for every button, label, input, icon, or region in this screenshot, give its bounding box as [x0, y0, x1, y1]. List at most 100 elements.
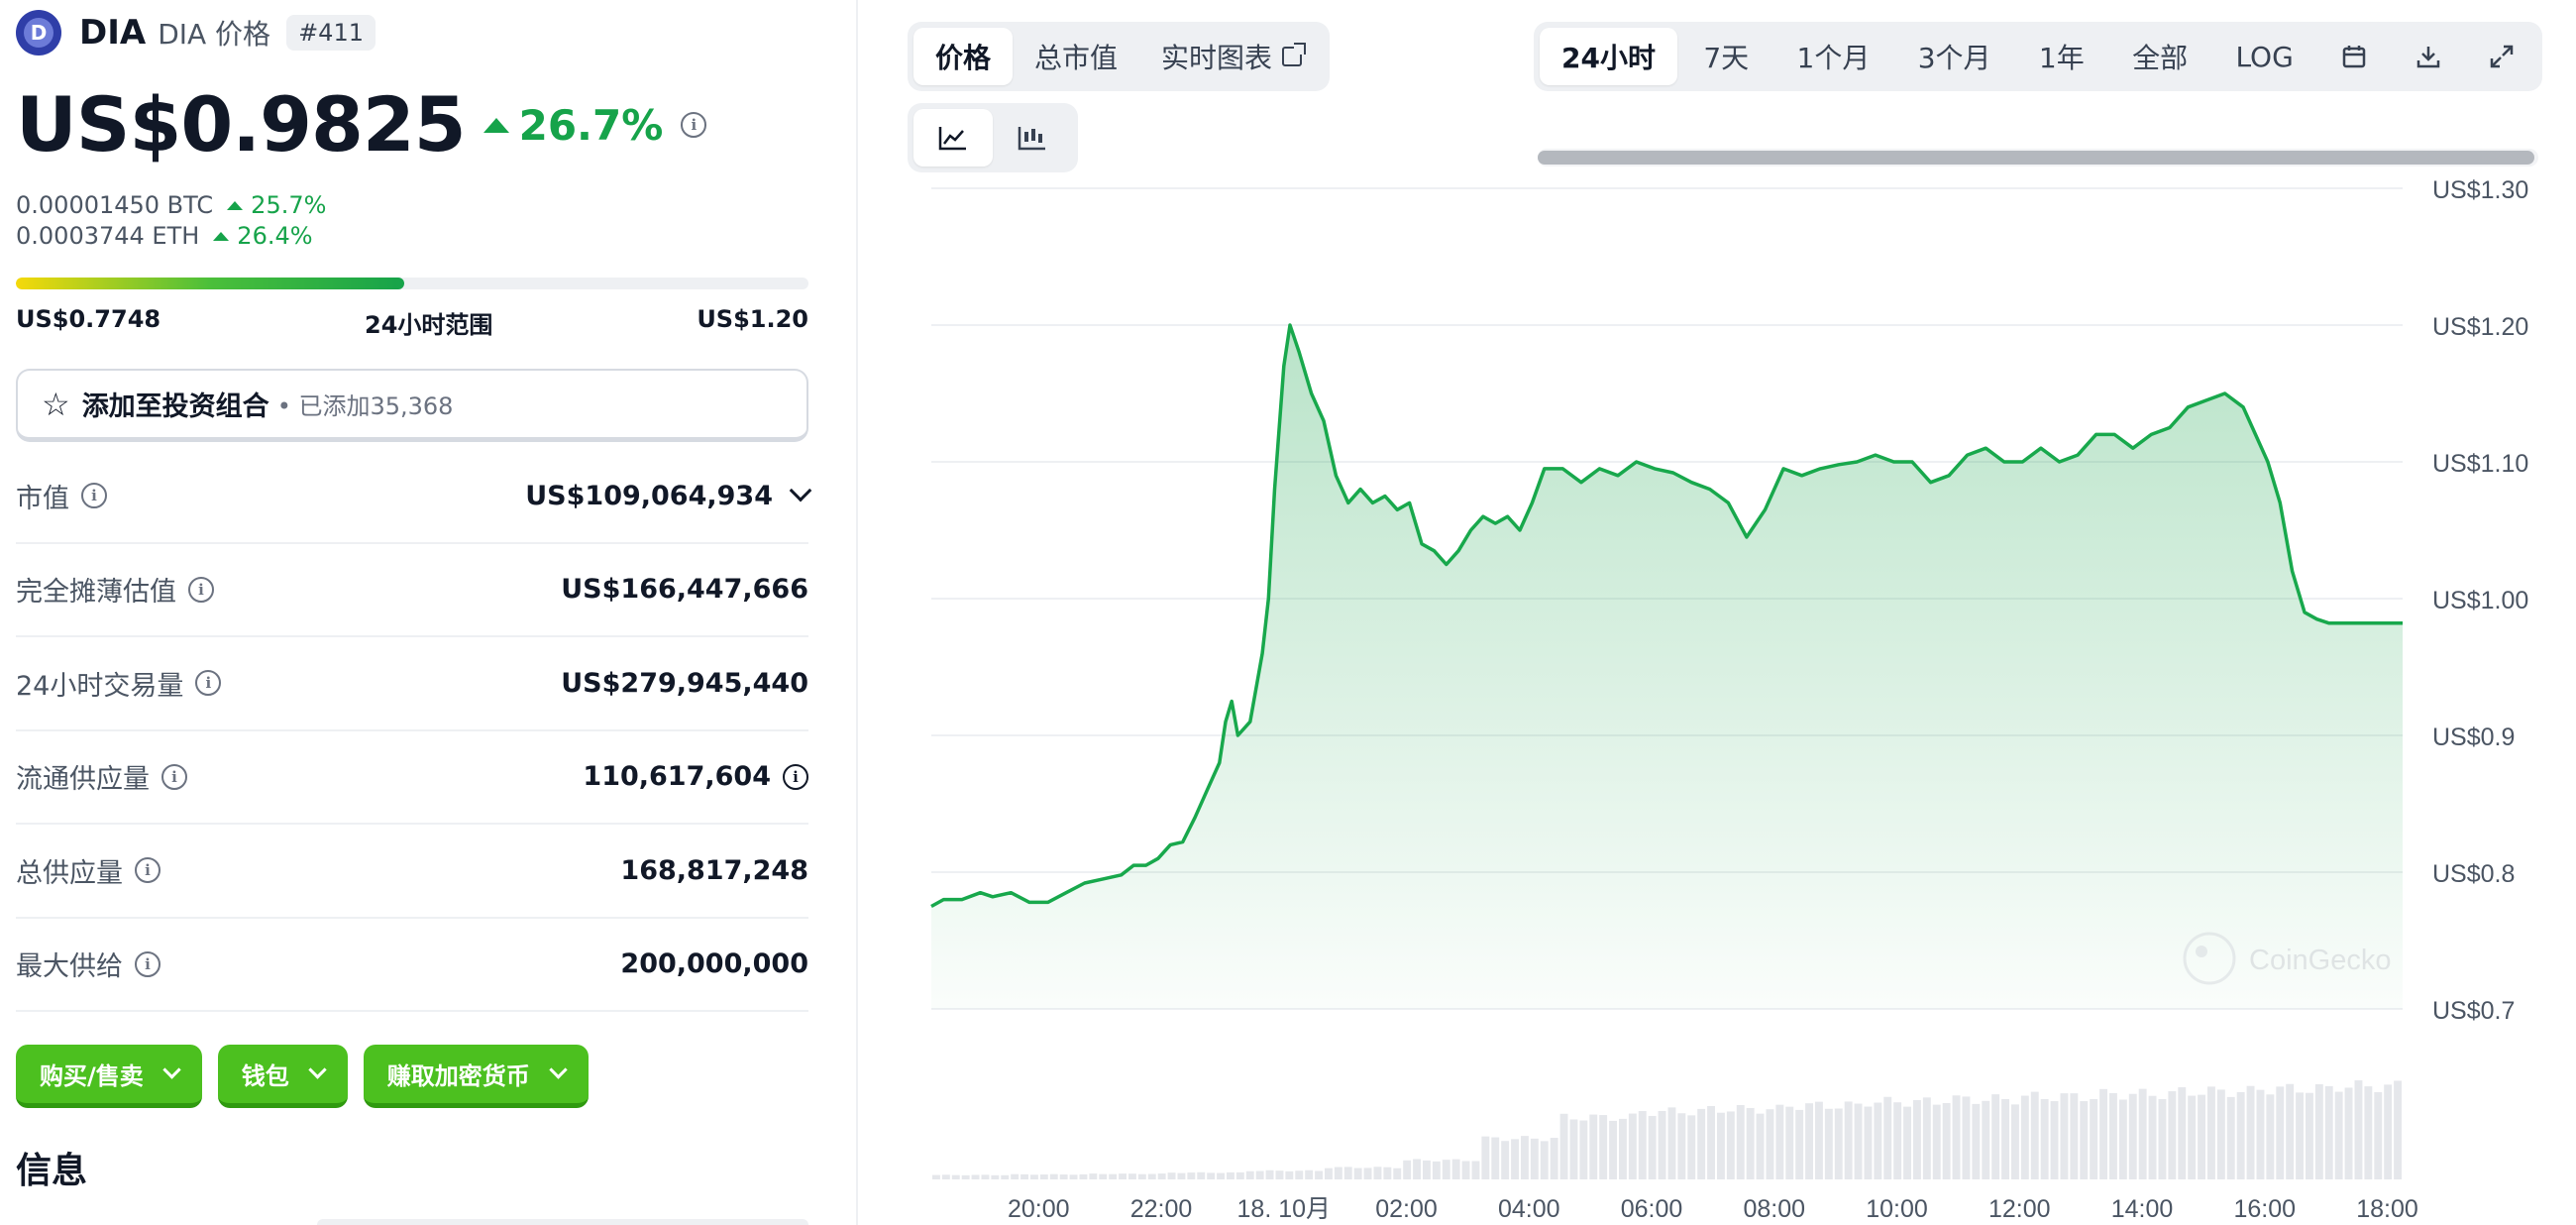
volume-bar: [1413, 1159, 1421, 1179]
log-toggle[interactable]: LOG: [2235, 40, 2294, 73]
wallet-label: 钱包: [241, 1062, 289, 1090]
volume-bar: [1766, 1109, 1774, 1179]
x-tick-label: 06:00: [1621, 1195, 1683, 1223]
info-icon[interactable]: i: [195, 670, 222, 697]
volume-bar: [1982, 1100, 1990, 1179]
info-icon[interactable]: i: [161, 763, 187, 790]
volume-bar: [1874, 1102, 1882, 1179]
stat-label: 完全摊薄估值: [16, 577, 176, 609]
volume-bar: [1667, 1107, 1676, 1179]
volume-bar: [1511, 1139, 1519, 1179]
volume-bar: [1972, 1103, 1981, 1179]
range-all[interactable]: 全部: [2132, 42, 2189, 74]
info-icon[interactable]: i: [135, 950, 161, 977]
info-icon[interactable]: i: [681, 112, 707, 138]
volume-bars: [932, 1080, 2402, 1179]
y-axis-labels: US$1.30 US$1.20 US$1.10 US$1.00 US$0.9 US$0.8…: [2432, 176, 2528, 1025]
volume-bar: [2178, 1087, 2187, 1179]
buy-sell-button[interactable]: 购买/售卖: [16, 1045, 202, 1108]
dia-logo: D: [16, 10, 61, 56]
eth-conversion: 0.0003744 ETH 26.4%: [16, 222, 313, 250]
x-tick-label: 18:00: [2356, 1195, 2418, 1223]
volume-bar: [2216, 1089, 2225, 1179]
line-chart-icon: [938, 127, 966, 151]
add-to-portfolio-button[interactable]: ☆ 添加至投资组合 • 已添加35,368: [16, 369, 808, 442]
price-chart[interactable]: US$1.30 US$1.20 US$1.10 US$1.00 US$0.9 US$0.8…: [912, 168, 2576, 1225]
stat-value: 110,617,604: [583, 761, 771, 793]
volume-bar: [1147, 1173, 1156, 1179]
volume-bar: [1932, 1104, 1941, 1179]
volume-bar: [2226, 1096, 2235, 1179]
range-3m[interactable]: 3个月: [1917, 42, 1991, 74]
volume-bar: [1255, 1170, 1264, 1179]
caret-up-icon: [483, 117, 509, 133]
stat-fdv: 完全摊薄估值 i US$166,447,666: [16, 544, 808, 637]
volume-bar: [971, 1174, 980, 1179]
volume-bar: [1393, 1168, 1402, 1179]
earn-crypto-button[interactable]: 赚取加密货币: [363, 1045, 589, 1108]
coin-header: D DIA DIA 价格 #411: [16, 10, 376, 56]
coin-name: DIA 价格: [158, 18, 271, 51]
fullscreen-button[interactable]: [2467, 28, 2536, 85]
calendar-button[interactable]: [2319, 28, 2389, 85]
range-high: US$1.20: [697, 305, 808, 333]
chevron-down-icon[interactable]: [789, 479, 812, 502]
range-1m[interactable]: 1个月: [1796, 42, 1871, 74]
volume-bar: [1471, 1161, 1480, 1179]
volume-bar: [2040, 1099, 2049, 1179]
tab-price[interactable]: 价格: [913, 28, 1014, 85]
volume-bar: [2099, 1088, 2107, 1179]
volume-bar: [1942, 1103, 1951, 1179]
volume-bar: [1334, 1167, 1342, 1179]
stat-market-cap[interactable]: 市值 i US$109,064,934: [16, 450, 812, 544]
volume-bar: [2344, 1087, 2353, 1179]
volume-bar: [2314, 1084, 2323, 1179]
volume-bar: [1451, 1159, 1460, 1179]
volume-bar: [1785, 1106, 1794, 1179]
volume-bar: [2050, 1101, 2059, 1179]
volume-bar: [2148, 1095, 2157, 1179]
chart-scrollbar[interactable]: [1538, 149, 2538, 167]
stat-label: 流通供应量: [16, 764, 150, 796]
volume-bar: [1089, 1173, 1098, 1179]
caret-up-icon: [213, 231, 230, 241]
x-tick-label: 22:00: [1130, 1195, 1193, 1223]
line-chart-button[interactable]: [913, 109, 993, 167]
volume-bar: [941, 1174, 950, 1179]
volume-bar: [1275, 1170, 1284, 1179]
info-section-bar: [317, 1219, 808, 1225]
volume-bar: [1756, 1113, 1765, 1179]
volume-bar: [2334, 1091, 2343, 1179]
volume-bar: [1423, 1160, 1431, 1179]
wallet-button[interactable]: 钱包: [217, 1045, 348, 1108]
volume-bar: [1550, 1138, 1558, 1179]
tab-live-chart[interactable]: 实时图表: [1139, 28, 1324, 85]
volume-bar: [2207, 1086, 2215, 1179]
volume-bar: [1109, 1173, 1118, 1179]
volume-bar: [1315, 1170, 1323, 1179]
volume-bar: [991, 1174, 1000, 1179]
volume-bar: [1079, 1173, 1088, 1179]
volume-bar: [1197, 1171, 1206, 1179]
download-button[interactable]: [2394, 28, 2463, 85]
volume-bar: [2324, 1085, 2333, 1179]
coin-overview-panel: D DIA DIA 价格 #411 US$0.9825 26.7% i 0.00…: [0, 0, 858, 1225]
range-1y[interactable]: 1年: [2038, 42, 2085, 74]
info-icon[interactable]: i: [135, 857, 161, 884]
scrollbar-thumb[interactable]: [1538, 151, 2534, 165]
range-24h[interactable]: 24小时: [1540, 28, 1677, 85]
info-icon[interactable]: i: [81, 483, 107, 509]
tab-market-cap[interactable]: 总市值: [1034, 42, 1119, 74]
volume-bar: [1736, 1105, 1745, 1179]
chevron-down-icon: [549, 1060, 568, 1079]
stat-value: US$279,945,440: [561, 667, 808, 699]
volume-bar: [2158, 1098, 2167, 1179]
info-icon[interactable]: i: [783, 763, 808, 790]
volume-bar: [1363, 1168, 1372, 1179]
candlestick-button[interactable]: [993, 109, 1072, 167]
volume-bar: [1157, 1173, 1166, 1179]
info-icon[interactable]: i: [188, 576, 214, 603]
range-7d[interactable]: 7天: [1703, 42, 1750, 74]
volume-bar: [1717, 1112, 1725, 1179]
volume-bar: [1913, 1100, 1921, 1179]
